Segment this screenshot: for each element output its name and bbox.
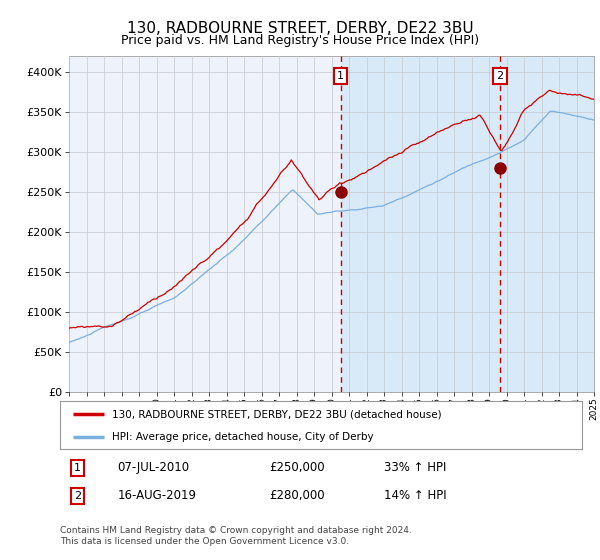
- Text: 33% ↑ HPI: 33% ↑ HPI: [383, 461, 446, 474]
- Text: 07-JUL-2010: 07-JUL-2010: [118, 461, 190, 474]
- Text: 2: 2: [496, 71, 503, 81]
- Text: HPI: Average price, detached house, City of Derby: HPI: Average price, detached house, City…: [112, 432, 374, 442]
- Text: Contains HM Land Registry data © Crown copyright and database right 2024.
This d: Contains HM Land Registry data © Crown c…: [60, 526, 412, 546]
- Text: 1: 1: [74, 463, 81, 473]
- Text: 14% ↑ HPI: 14% ↑ HPI: [383, 489, 446, 502]
- Text: 16-AUG-2019: 16-AUG-2019: [118, 489, 196, 502]
- Text: 130, RADBOURNE STREET, DERBY, DE22 3BU (detached house): 130, RADBOURNE STREET, DERBY, DE22 3BU (…: [112, 409, 442, 419]
- Text: Price paid vs. HM Land Registry's House Price Index (HPI): Price paid vs. HM Land Registry's House …: [121, 34, 479, 46]
- Text: £280,000: £280,000: [269, 489, 325, 502]
- Bar: [341, 56, 594, 392]
- Text: 2: 2: [74, 491, 81, 501]
- Text: 130, RADBOURNE STREET, DERBY, DE22 3BU: 130, RADBOURNE STREET, DERBY, DE22 3BU: [127, 21, 473, 36]
- Text: £250,000: £250,000: [269, 461, 325, 474]
- Text: 1: 1: [337, 71, 344, 81]
